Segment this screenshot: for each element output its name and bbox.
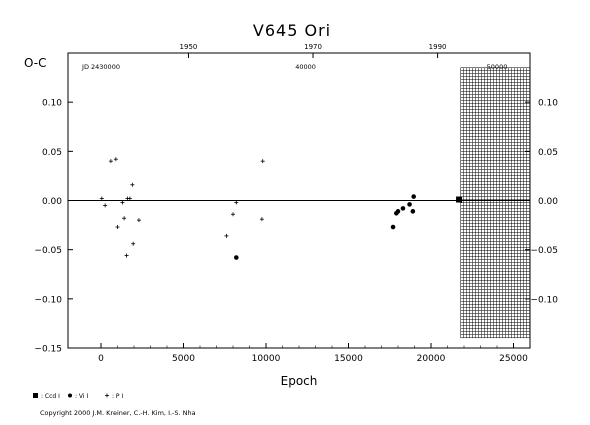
y-tick-label: −0.10 xyxy=(34,295,62,305)
y-tick-label: −0.15 xyxy=(34,345,62,355)
x-tick-label: 5000 xyxy=(172,354,195,364)
point-p xyxy=(130,182,135,187)
point-p xyxy=(127,196,132,201)
point-p xyxy=(259,217,264,222)
point-vi xyxy=(411,194,416,199)
y-tick-label: 0.00 xyxy=(42,197,62,207)
legend-marker-plus xyxy=(105,393,109,398)
point-p xyxy=(120,200,125,205)
point-p xyxy=(103,203,108,208)
year-tick-label: 1990 xyxy=(429,43,447,51)
legend: : Ccd I : Vi I : P I xyxy=(33,393,123,400)
point-vi xyxy=(400,206,406,211)
point-p xyxy=(131,241,136,246)
point-vi xyxy=(234,255,239,260)
data-points xyxy=(99,157,463,260)
point-vi xyxy=(390,224,396,230)
point-vi xyxy=(407,202,412,207)
x-axis-label: Epoch xyxy=(281,374,318,388)
point-p xyxy=(234,200,239,205)
right-y-tick-label: 0.10 xyxy=(538,99,558,109)
year-tick-label: 1950 xyxy=(180,43,198,51)
right-y-tick-label: 0.05 xyxy=(538,148,558,158)
right-y-tick-label: −0.10 xyxy=(530,295,558,305)
legend-marker-square xyxy=(33,393,38,398)
y-axis-label: O-C xyxy=(24,56,47,70)
point-p xyxy=(231,212,235,217)
hatched-region xyxy=(460,67,530,339)
point-p xyxy=(124,253,129,258)
axis-ticks xyxy=(68,53,530,349)
point-p xyxy=(108,159,113,164)
copyright-text: Copyright 2000 J.M. Kreiner, C.-H. Kim, … xyxy=(40,409,196,417)
point-vi xyxy=(395,209,401,214)
point-p xyxy=(224,233,229,238)
point-p xyxy=(99,196,104,201)
jd-tick-label: JD 2430000 xyxy=(81,63,120,71)
point-p xyxy=(115,225,120,230)
x-tick-label: 20000 xyxy=(417,354,446,364)
legend-marker-circle xyxy=(68,393,72,398)
x-tick-label: 25000 xyxy=(499,354,528,364)
jd-tick-label: 50000 xyxy=(487,63,508,71)
jd-tick-label: 40000 xyxy=(295,63,316,71)
y-tick-label: 0.10 xyxy=(42,99,62,109)
point-p xyxy=(136,218,141,223)
right-y-tick-label: −0.05 xyxy=(530,246,558,256)
x-tick-label: 10000 xyxy=(252,354,281,364)
x-tick-label: 15000 xyxy=(334,354,363,364)
legend-label-p: : P I xyxy=(112,393,123,400)
point-p xyxy=(113,157,118,162)
y-tick-label: 0.05 xyxy=(42,148,62,158)
legend-label-vi: : Vi I xyxy=(75,393,88,400)
x-tick-label: 0 xyxy=(98,354,104,364)
y-tick-label: −0.05 xyxy=(34,246,62,256)
right-y-tick-label: 0.00 xyxy=(538,197,558,207)
point-ccd xyxy=(456,196,463,203)
point-vi xyxy=(410,209,416,214)
point-p xyxy=(260,159,265,164)
legend-label-ccd: : Ccd I xyxy=(41,393,60,400)
tick-labels: 0 5000 10000 15000 20000 25000 −0.15 −0.10 −0.05… xyxy=(34,43,558,364)
chart-title: V645 Ori xyxy=(253,21,331,40)
year-tick-label: 1970 xyxy=(304,43,322,51)
point-p xyxy=(122,216,127,221)
